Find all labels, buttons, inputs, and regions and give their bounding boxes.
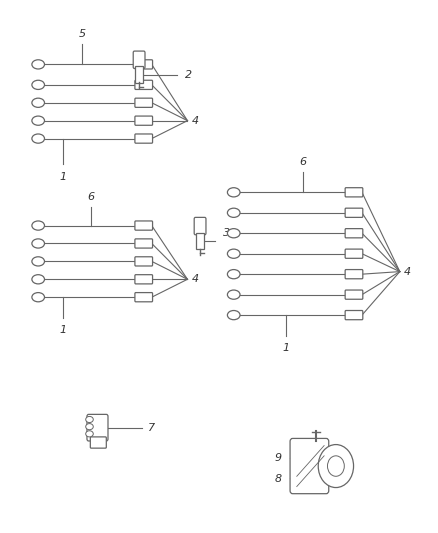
FancyBboxPatch shape [135, 67, 143, 83]
Circle shape [328, 456, 344, 477]
Text: 8: 8 [275, 474, 282, 484]
Ellipse shape [227, 249, 240, 259]
Ellipse shape [86, 424, 93, 430]
Ellipse shape [86, 416, 93, 423]
FancyBboxPatch shape [135, 239, 152, 248]
FancyBboxPatch shape [135, 60, 152, 69]
Ellipse shape [32, 60, 45, 69]
Ellipse shape [86, 431, 93, 437]
Ellipse shape [32, 98, 45, 107]
FancyBboxPatch shape [90, 437, 106, 448]
Text: 7: 7 [148, 423, 155, 433]
FancyBboxPatch shape [135, 274, 152, 284]
Text: 2: 2 [185, 70, 192, 79]
FancyBboxPatch shape [135, 80, 152, 90]
FancyBboxPatch shape [194, 217, 206, 235]
Text: 1: 1 [60, 172, 67, 182]
Text: 9: 9 [275, 454, 282, 463]
FancyBboxPatch shape [345, 208, 363, 217]
Ellipse shape [32, 257, 45, 266]
FancyBboxPatch shape [345, 311, 363, 320]
Text: 6: 6 [300, 157, 307, 167]
FancyBboxPatch shape [196, 233, 204, 249]
Ellipse shape [32, 221, 45, 230]
Text: 4: 4 [404, 266, 411, 277]
Ellipse shape [32, 116, 45, 125]
FancyBboxPatch shape [87, 414, 108, 441]
FancyBboxPatch shape [135, 221, 152, 230]
FancyBboxPatch shape [135, 98, 152, 107]
Ellipse shape [227, 229, 240, 238]
Ellipse shape [227, 311, 240, 320]
Text: 3: 3 [223, 228, 230, 238]
Text: 5: 5 [79, 29, 86, 39]
Text: 1: 1 [60, 325, 67, 335]
Ellipse shape [227, 270, 240, 279]
Ellipse shape [32, 134, 45, 143]
Circle shape [318, 445, 353, 488]
Ellipse shape [32, 293, 45, 302]
FancyBboxPatch shape [133, 51, 145, 68]
Text: 4: 4 [192, 274, 199, 284]
FancyBboxPatch shape [135, 134, 152, 143]
Ellipse shape [227, 188, 240, 197]
FancyBboxPatch shape [345, 188, 363, 197]
Text: 4: 4 [192, 116, 199, 126]
Text: 6: 6 [87, 191, 94, 201]
FancyBboxPatch shape [135, 293, 152, 302]
FancyBboxPatch shape [290, 439, 329, 494]
Ellipse shape [32, 274, 45, 284]
FancyBboxPatch shape [345, 249, 363, 259]
FancyBboxPatch shape [345, 290, 363, 299]
Ellipse shape [32, 80, 45, 90]
FancyBboxPatch shape [135, 257, 152, 266]
Ellipse shape [227, 208, 240, 217]
Text: 1: 1 [283, 343, 290, 353]
Ellipse shape [227, 290, 240, 299]
Ellipse shape [32, 239, 45, 248]
FancyBboxPatch shape [135, 116, 152, 125]
FancyBboxPatch shape [345, 229, 363, 238]
FancyBboxPatch shape [345, 270, 363, 279]
